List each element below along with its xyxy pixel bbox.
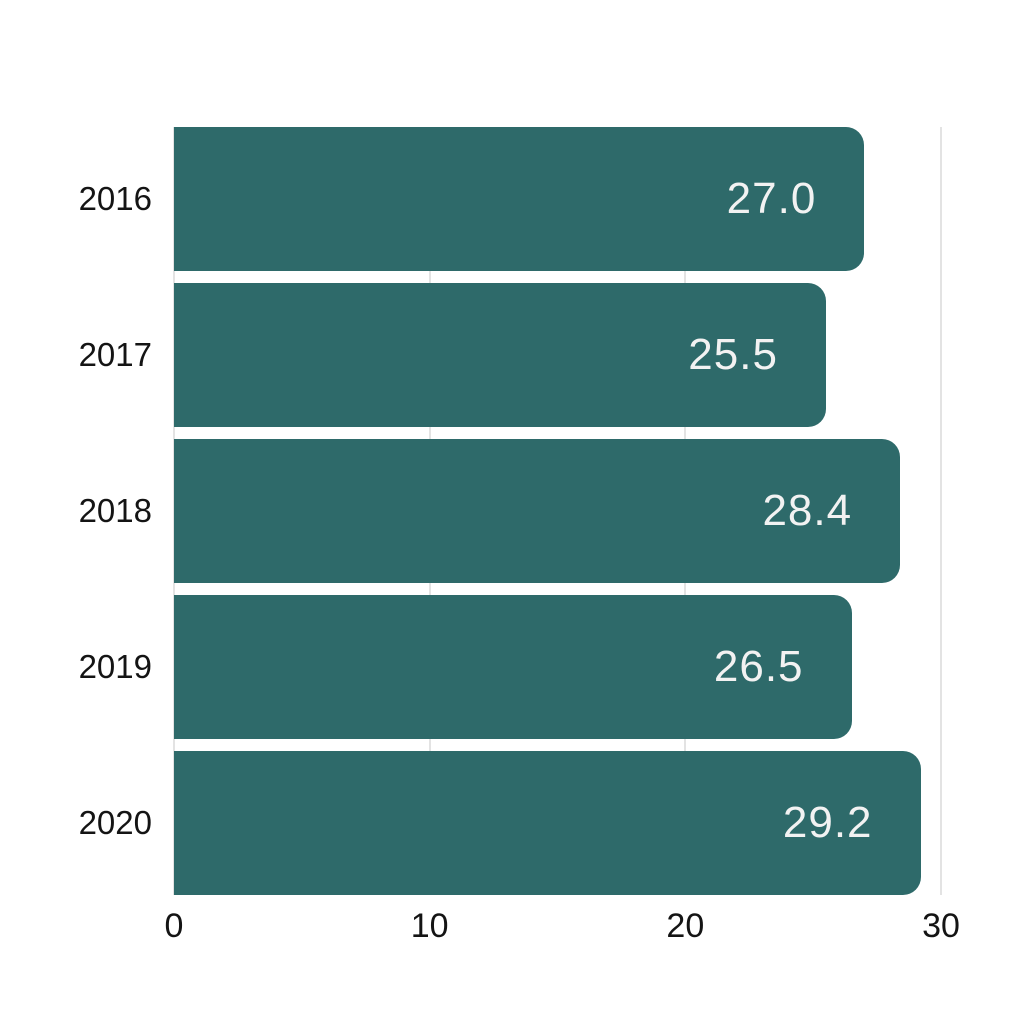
y-tick-label: 2017 [78, 336, 152, 373]
y-tick-label: 2020 [78, 804, 152, 841]
y-tick-label: 2019 [78, 648, 152, 685]
y-axis-labels: 2016 2017 2018 2019 2020 [0, 127, 152, 895]
bar-value-label: 26.5 [713, 642, 804, 691]
bar: 26.5 [174, 595, 852, 739]
bar: 27.0 [174, 127, 865, 271]
y-tick-label: 2016 [78, 180, 152, 217]
bar: 25.5 [174, 283, 826, 427]
x-tick-label: 20 [666, 907, 705, 945]
y-tick-label: 2018 [78, 492, 152, 529]
bars-container: 27.0 25.5 28.4 26.5 29.2 [174, 127, 941, 895]
bar-value-label: 29.2 [782, 798, 873, 847]
plot-area: 27.0 25.5 28.4 26.5 29.2 [173, 127, 942, 895]
gridline [940, 127, 942, 895]
bar: 29.2 [174, 751, 921, 895]
x-tick-label: 30 [922, 907, 960, 945]
x-tick-label: 10 [410, 907, 449, 945]
bar-value-label: 28.4 [762, 486, 853, 535]
x-axis-labels: 0 10 20 30 [165, 895, 960, 955]
bar: 28.4 [174, 439, 901, 583]
x-tick-label: 0 [164, 907, 184, 945]
bar-value-label: 25.5 [688, 330, 778, 379]
bar-value-label: 27.0 [726, 174, 817, 223]
